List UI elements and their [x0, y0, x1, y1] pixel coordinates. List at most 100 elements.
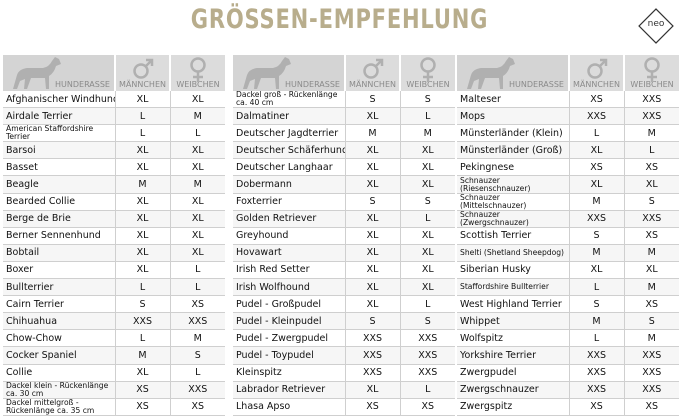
breed-row: Afghanischer Windhund XL XL: [3, 91, 225, 109]
breed-name: Chihuahua: [3, 312, 115, 331]
breed-name: Zwergspitz: [457, 398, 569, 416]
size-cell: L: [568, 278, 624, 297]
breed-row: Bobtail XL XL: [3, 244, 225, 262]
header-label: HUNDERASSE: [509, 80, 564, 89]
logo-text: neo: [647, 19, 665, 29]
breed-name: Malteser: [457, 91, 569, 109]
breed-row: Golden Retriever XL L: [233, 210, 455, 228]
size-cell: XS: [169, 295, 225, 314]
size-cell: S: [344, 312, 400, 331]
size-cell: XXS: [623, 107, 679, 126]
size-cell: XL: [344, 227, 400, 245]
size-cell: XS: [568, 158, 624, 177]
size-cell: M: [623, 124, 679, 143]
breed-row: Zwergpudel XXS XXS: [457, 364, 679, 382]
breed-name: Greyhound: [233, 227, 345, 245]
breed-row: West Highland Terrier S XS: [457, 295, 679, 314]
breed-name: Lhasa Apso: [233, 398, 345, 416]
size-cell: L: [114, 107, 170, 126]
size-cell: XL: [114, 210, 170, 228]
header-label: WEIBCHEN: [406, 80, 450, 89]
breed-row: Foxterrier S S: [233, 193, 455, 211]
size-cell: L: [399, 210, 455, 228]
breed-name: Scottish Terrier: [457, 227, 569, 245]
breed-row: Irish Wolfhound XL XL: [233, 278, 455, 297]
breed-name: Bullterrier: [3, 278, 115, 297]
size-cell: S: [344, 91, 400, 109]
size-cell: XXS: [169, 312, 225, 331]
breed-row: Münsterländer (Klein) L M: [457, 124, 679, 143]
size-cell: S: [399, 91, 455, 109]
dog-icon: [13, 57, 61, 89]
breed-name: Shelti (Shetland Sheepdog): [457, 244, 569, 262]
size-cell: XS: [623, 295, 679, 314]
breed-row: Mops XXS XXS: [457, 107, 679, 126]
breed-name: West Highland Terrier: [457, 295, 569, 314]
size-cell: XXS: [568, 210, 624, 228]
breed-name: Pudel - Zwergpudel: [233, 329, 345, 348]
size-cell: L: [399, 107, 455, 126]
breed-name: Bobtail: [3, 244, 115, 262]
size-cell: XL: [344, 261, 400, 280]
size-cell: XXS: [568, 381, 624, 399]
breed-row: Pekingnese XS XS: [457, 158, 679, 177]
size-cell: XL: [114, 158, 170, 177]
breed-row: Dackel mittelgroß - Rückenlänge ca. 35 c…: [3, 398, 225, 416]
logo-diamond: [638, 8, 674, 44]
size-cell: XL: [344, 107, 400, 126]
header-label: MÄNNCHEN: [573, 80, 620, 89]
size-cell: S: [568, 295, 624, 314]
breed-name: Yorkshire Terrier: [457, 346, 569, 365]
dog-icon: [467, 57, 515, 89]
size-cell: M: [169, 107, 225, 126]
header-cell: HUNDERASSE: [3, 55, 115, 91]
breed-row: Pudel - Toypudel XXS XXS: [233, 346, 455, 365]
size-cell: L: [114, 278, 170, 297]
breed-row: Deutscher Jagdterrier M M: [233, 124, 455, 143]
breed-row: Pudel - Großpudel XL L: [233, 295, 455, 314]
size-cell: S: [399, 193, 455, 211]
breed-row: Deutscher Langhaar XL XL: [233, 158, 455, 177]
size-cell: XXS: [623, 381, 679, 399]
size-cell: XXS: [399, 329, 455, 348]
size-cell: XXS: [568, 346, 624, 365]
breed-name: Labrador Retriever: [233, 381, 345, 399]
breed-row: Chihuahua XXS XXS: [3, 312, 225, 331]
breed-row: Irish Red Setter XL XL: [233, 261, 455, 280]
breed-name: Kleinspitz: [233, 364, 345, 382]
size-cell: XL: [169, 193, 225, 211]
breed-name: Whippet: [457, 312, 569, 331]
size-cell: L: [169, 364, 225, 382]
breed-row: Berge de Brie XL XL: [3, 210, 225, 228]
dog-icon: [243, 57, 291, 89]
breed-name: Berge de Brie: [3, 210, 115, 228]
breed-name: Dobermann: [233, 175, 345, 194]
header-label: HUNDERASSE: [55, 80, 110, 89]
size-cell: S: [568, 227, 624, 245]
breed-row: Labrador Retriever XL L: [233, 381, 455, 399]
header-cell: WEIBCHEN: [623, 55, 679, 91]
breed-name: Dackel mittelgroß - Rückenlänge ca. 35 c…: [3, 398, 115, 416]
size-cell: M: [344, 124, 400, 143]
breed-row: Cocker Spaniel M S: [3, 346, 225, 365]
size-cell: XS: [568, 398, 624, 416]
logo: neo: [636, 6, 676, 46]
size-cell: XL: [568, 261, 624, 280]
size-cell: L: [568, 124, 624, 143]
size-cell: S: [114, 295, 170, 314]
size-cell: XS: [114, 381, 170, 399]
size-cell: XL: [399, 227, 455, 245]
size-cell: XL: [344, 295, 400, 314]
header-cell: HUNDERASSE: [457, 55, 569, 91]
header-cell: HUNDERASSE: [233, 55, 345, 91]
breed-row: Chow-Chow L M: [3, 329, 225, 348]
size-cell: XS: [623, 398, 679, 416]
breed-row: Malteser XS XXS: [457, 91, 679, 109]
size-cell: XXS: [399, 346, 455, 365]
breed-name: Mops: [457, 107, 569, 126]
breed-name: Berner Sennenhund: [3, 227, 115, 245]
breed-row: Dobermann XL XL: [233, 175, 455, 194]
size-cell: XL: [114, 193, 170, 211]
size-cell: L: [169, 124, 225, 143]
breed-name: Münsterländer (Groß): [457, 141, 569, 160]
